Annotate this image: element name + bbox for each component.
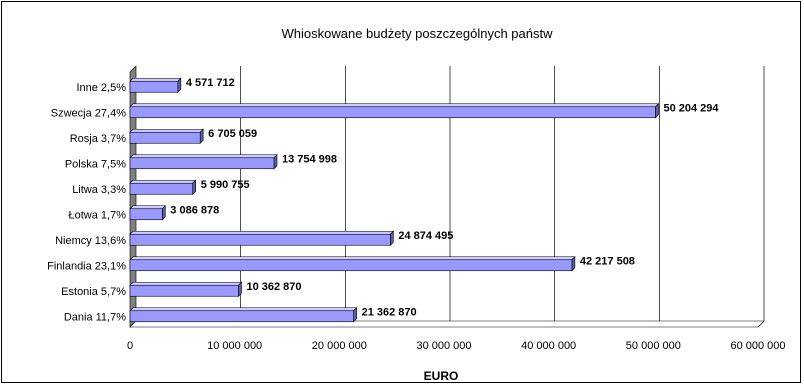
x-tick-label: 20 000 000 xyxy=(312,340,367,352)
value-label: 21 362 870 xyxy=(362,306,417,318)
x-tick-label: 50 000 000 xyxy=(626,340,681,352)
category-label: Szwecja 27,4% xyxy=(51,107,126,119)
category-label: Estonia 5,7% xyxy=(61,286,126,298)
value-label: 42 217 508 xyxy=(580,255,635,267)
bar xyxy=(129,208,163,221)
bar-top xyxy=(129,230,395,235)
value-label: 5 990 755 xyxy=(201,179,250,191)
x-tick-label: 10 000 000 xyxy=(207,340,262,352)
category-label: Niemcy 13,6% xyxy=(55,235,126,247)
category-label: Łotwa 1,7% xyxy=(69,209,127,221)
bar-top xyxy=(129,128,204,133)
category-label: Rosja 3,7% xyxy=(70,133,126,145)
bars xyxy=(129,77,660,323)
bar xyxy=(129,131,201,144)
bar-top xyxy=(129,179,197,184)
bar xyxy=(129,106,656,119)
category-label: Dania 11,7% xyxy=(64,311,126,323)
bar-top xyxy=(129,307,358,312)
category-label: Polska 7,5% xyxy=(65,158,126,170)
chart-title: Whioskowane budżety poszczególnych państ… xyxy=(282,26,554,41)
bar xyxy=(129,310,354,323)
x-tick-label: 40 000 000 xyxy=(521,340,576,352)
bar-top xyxy=(129,205,167,210)
x-tick-label: 0 xyxy=(127,340,133,352)
bar-top xyxy=(129,281,243,286)
bar xyxy=(129,233,391,246)
x-tick-label: 60 000 000 xyxy=(730,340,785,352)
value-label: 10 362 870 xyxy=(246,281,301,293)
bar xyxy=(129,259,573,272)
value-label: 4 571 712 xyxy=(186,77,235,89)
category-label: Inne 2,5% xyxy=(76,82,126,94)
bar xyxy=(129,80,179,93)
labels: 0 10 000 000 20 000 000 30 000 000 40 000 00… xyxy=(47,77,785,352)
value-label: 50 204 294 xyxy=(663,102,719,114)
value-label: 3 086 878 xyxy=(170,204,219,216)
bar-top xyxy=(129,256,576,261)
x-tick-label: 30 000 000 xyxy=(416,340,471,352)
bar xyxy=(129,284,239,297)
value-label: 24 874 495 xyxy=(398,230,453,242)
value-label: 6 705 059 xyxy=(208,128,257,140)
bar-top xyxy=(129,77,182,82)
category-label: Litwa 3,3% xyxy=(72,184,126,196)
x-axis-title: EURO xyxy=(424,369,459,383)
bar-top xyxy=(129,103,660,108)
bar xyxy=(129,157,275,170)
bar-top xyxy=(129,154,278,159)
category-label: Finlandia 23,1% xyxy=(47,260,126,272)
bar xyxy=(129,182,194,195)
floor xyxy=(129,320,765,328)
value-label: 13 754 998 xyxy=(282,153,337,165)
